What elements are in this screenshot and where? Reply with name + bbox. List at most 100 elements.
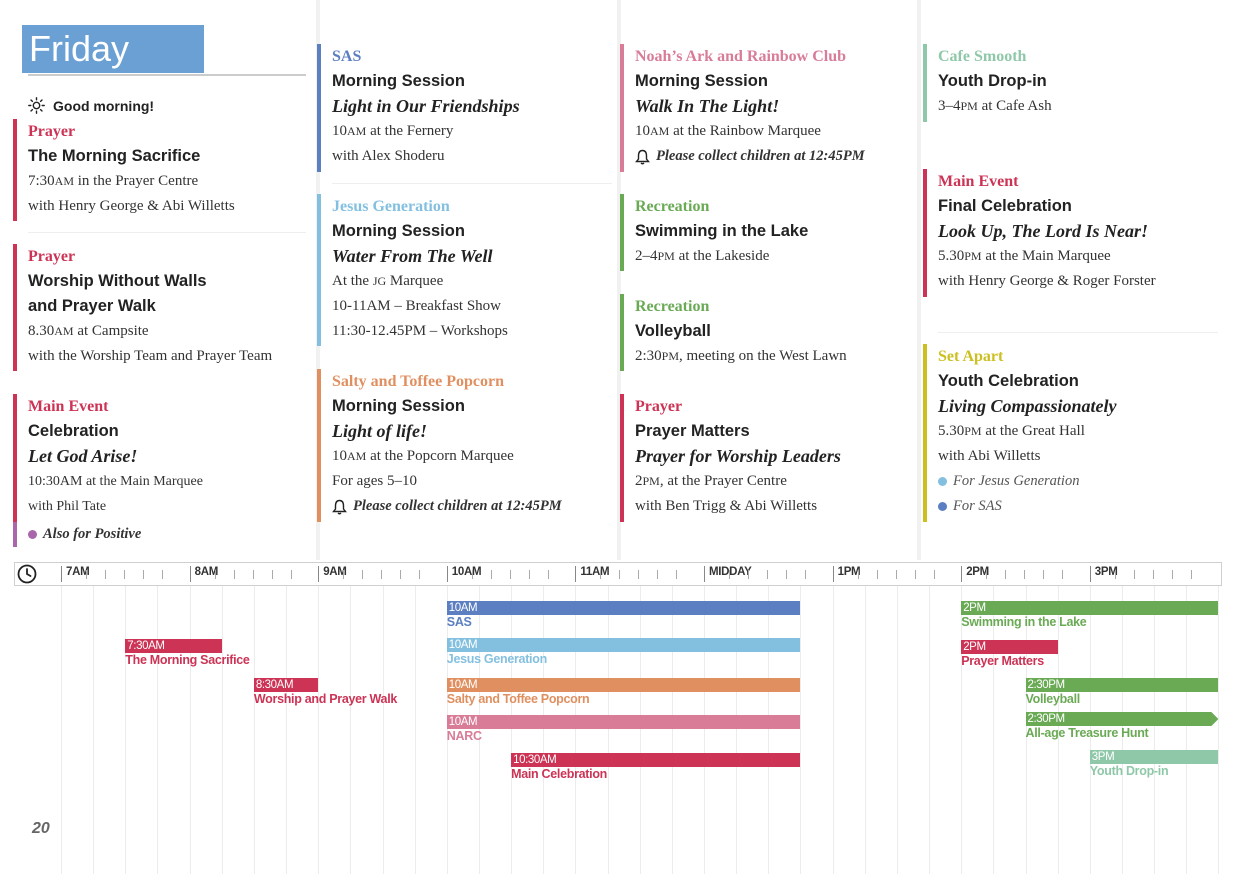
timeline-event-bar [446,638,801,652]
timeline-event-label: Worship and Prayer Walk [253,692,398,706]
minor-tick [986,570,988,579]
gridline [671,586,673,874]
event-session: Morning Session [635,72,768,90]
event-session: Morning Session [332,72,465,90]
gridline [221,586,223,874]
hour-label: 10AM [451,566,482,578]
event-session: Morning Session [332,397,465,415]
timeline-event-time: 10AM [448,639,478,651]
jesus-generation-dot-icon [938,477,947,486]
event-session-continued: and Prayer Walk [28,297,156,315]
event-salty-toffee-session: Salty and Toffee Popcorn Morning Session… [317,369,612,522]
timeline-event-label: Jesus Generation [446,652,547,666]
minor-tick [914,570,916,579]
category-bar [620,44,624,172]
minor-tick [1171,570,1173,579]
category-bar [13,244,17,371]
event-category: Salty and Toffee Popcorn [332,373,505,390]
minor-tick [143,570,144,579]
event-people: with the Worship Team and Prayer Team [28,348,273,364]
minor-tick [214,570,216,579]
event-time-location: 10AM at the Popcorn Marquee [332,448,514,464]
event-worship-without-walls: Prayer Worship Without Walls and Prayer … [13,244,313,371]
event-session: Celebration [28,422,119,440]
event-time-location: 8.30AM at Campsite [28,323,149,339]
timeline-event-bar [253,678,319,692]
gridline [1057,586,1059,874]
gridline [736,586,738,874]
event-category: Recreation [635,298,710,315]
event-prayer-matters: Prayer Prayer Matters Prayer for Worship… [620,394,915,522]
timeline-event-bar [125,639,222,653]
positive-bar [13,522,17,547]
event-volleyball: Recreation Volleyball 2:30PM, meeting on… [620,294,915,371]
event-time-location: 5.30PM at the Great Hall [938,423,1085,439]
event-time-location: 3–4PM at Cafe Ash [938,98,1052,114]
category-bar [317,44,321,172]
gridline [125,586,127,874]
hour-label: 7AM [66,566,90,578]
event-category: Main Event [28,398,109,415]
event-category: Prayer [28,123,76,140]
positive-dot-icon [28,530,37,539]
event-people: with Alex Shoderu [332,148,445,164]
event-session: Worship Without Walls [28,272,207,290]
hour-label: 11AM [580,566,610,578]
event-location: At the JG Marquee [332,273,444,289]
minor-tick [400,570,402,579]
gridline [543,586,545,874]
minor-tick [419,570,421,579]
event-category: Recreation [635,198,710,215]
column-divider [917,0,921,560]
minor-tick [876,570,878,579]
minor-tick [86,570,87,579]
gridline [253,586,255,874]
event-category: SAS [332,48,362,65]
event-age-range: For ages 5–10 [332,473,417,489]
event-title: Water From The Well [332,246,493,266]
minor-tick [490,570,492,579]
minor-tick [471,570,473,579]
separator [938,332,1218,333]
hour-label: 1PM [837,566,861,578]
minor-tick [619,570,621,579]
event-people: with Henry George & Abi Willetts [28,198,235,214]
timeline-event-time: 2:30PM [1027,679,1066,691]
event-title: Light in Our Friendships [332,96,520,116]
timeline-event-bar [1089,750,1219,764]
event-people: with Ben Trigg & Abi Willetts [635,498,818,514]
event-session: Youth Drop-in [938,72,1047,90]
event-time-location: 5.30PM at the Main Marquee [938,248,1111,264]
minor-tick [124,570,125,579]
event-youth-celebration: Set Apart Youth Celebration Living Compa… [923,344,1218,522]
gridline [768,586,770,874]
event-session: The Morning Sacrifice [28,147,201,165]
sun-icon [28,97,45,114]
event-session: Prayer Matters [635,422,750,440]
timeline-event-bar [1026,712,1219,726]
gridline [286,586,288,874]
timeline-event-label: Swimming in the Lake [961,615,1087,629]
gridline [864,586,866,874]
minor-tick [933,570,935,579]
event-time-location: 7:30AM in the Prayer Centre [28,173,199,189]
category-bar [13,119,17,221]
gridline [1186,586,1188,874]
category-bar [923,344,927,522]
gridline [1121,586,1123,874]
category-bar [923,169,927,297]
event-time-location: 2–4PM at the Lakeside [635,248,770,264]
timeline-event-bar [1025,678,1219,692]
timeline-event-time: 10AM [448,716,478,728]
gridline [318,586,320,874]
gridline [93,586,95,874]
timeline-event-label: SAS [446,615,472,629]
category-bar [923,44,927,122]
gridline [478,586,480,874]
minor-tick [676,570,678,579]
timeline-event-bar [511,753,801,767]
event-morning-sacrifice: Prayer The Morning Sacrifice 7:30AM in t… [13,119,313,221]
event-noahs-ark-session: Noah’s Ark and Rainbow Club Morning Sess… [620,44,915,172]
event-sas-session: SAS Morning Session Light in Our Friends… [317,44,612,172]
gridline [189,586,191,874]
